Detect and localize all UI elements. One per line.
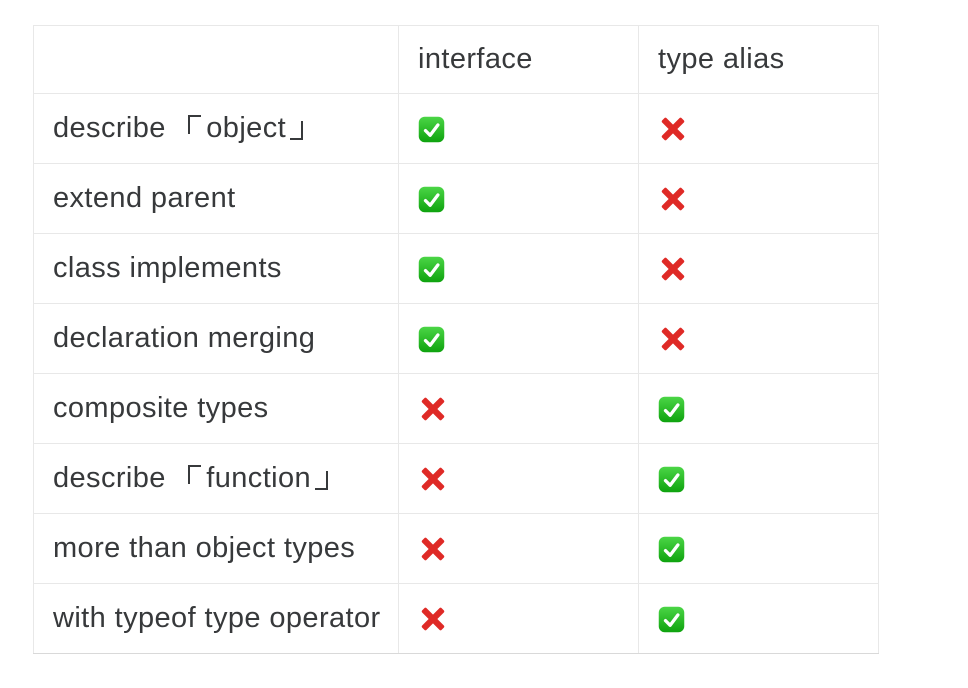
type-alias-value-cell bbox=[638, 443, 879, 514]
check-mark-icon bbox=[658, 606, 685, 633]
check-mark-icon bbox=[418, 116, 445, 143]
feature-label: class implements bbox=[33, 233, 399, 304]
table-row: composite types bbox=[33, 373, 879, 444]
check-mark-icon bbox=[658, 466, 685, 493]
type-alias-value-cell bbox=[638, 373, 879, 444]
table-row: declaration merging bbox=[33, 303, 879, 374]
feature-column-header bbox=[33, 25, 399, 94]
type-alias-value-cell bbox=[638, 233, 879, 304]
cross-mark-icon bbox=[658, 114, 688, 144]
cross-mark-icon bbox=[418, 604, 448, 634]
cross-mark-icon bbox=[418, 534, 448, 564]
cross-mark-icon bbox=[418, 464, 448, 494]
check-mark-icon bbox=[658, 396, 685, 423]
interface-value-cell bbox=[398, 373, 639, 444]
interface-vs-type-alias-table: interface type alias describe object ext… bbox=[33, 25, 879, 654]
table-body: describe object extend parent class impl… bbox=[33, 93, 879, 654]
table-row: extend parent bbox=[33, 163, 879, 234]
table-header: interface type alias bbox=[33, 25, 879, 94]
interface-value-cell bbox=[398, 303, 639, 374]
cross-mark-icon bbox=[658, 324, 688, 354]
cjk-close-bracket-icon bbox=[290, 121, 304, 140]
interface-value-cell bbox=[398, 233, 639, 304]
check-mark-icon bbox=[418, 256, 445, 283]
type-alias-column-header: type alias bbox=[638, 25, 879, 94]
interface-value-cell bbox=[398, 163, 639, 234]
table-row: describe object bbox=[33, 93, 879, 164]
check-mark-icon bbox=[418, 326, 445, 353]
feature-label: declaration merging bbox=[33, 303, 399, 374]
cross-mark-icon bbox=[418, 394, 448, 424]
type-alias-value-cell bbox=[638, 583, 879, 654]
table-row: describe function bbox=[33, 443, 879, 514]
type-alias-value-cell bbox=[638, 163, 879, 234]
feature-label: with typeof type operator bbox=[33, 583, 399, 654]
cjk-close-bracket-icon bbox=[315, 471, 329, 490]
cjk-open-bracket-icon bbox=[188, 115, 202, 134]
interface-value-cell bbox=[398, 583, 639, 654]
type-alias-value-cell bbox=[638, 93, 879, 164]
feature-label: describe function bbox=[33, 443, 399, 514]
table-row: class implements bbox=[33, 233, 879, 304]
type-alias-value-cell bbox=[638, 303, 879, 374]
check-mark-icon bbox=[418, 186, 445, 213]
feature-label: more than object types bbox=[33, 513, 399, 584]
page: interface type alias describe object ext… bbox=[33, 25, 879, 654]
check-mark-icon bbox=[658, 536, 685, 563]
feature-label: composite types bbox=[33, 373, 399, 444]
cross-mark-icon bbox=[658, 254, 688, 284]
feature-label: describe object bbox=[33, 93, 399, 164]
cross-mark-icon bbox=[658, 184, 688, 214]
table-row: more than object types bbox=[33, 513, 879, 584]
cjk-open-bracket-icon bbox=[188, 465, 202, 484]
interface-value-cell bbox=[398, 513, 639, 584]
interface-column-header: interface bbox=[398, 25, 639, 94]
header-row: interface type alias bbox=[33, 25, 879, 94]
type-alias-value-cell bbox=[638, 513, 879, 584]
interface-value-cell bbox=[398, 93, 639, 164]
table-row: with typeof type operator bbox=[33, 583, 879, 654]
interface-value-cell bbox=[398, 443, 639, 514]
feature-label: extend parent bbox=[33, 163, 399, 234]
